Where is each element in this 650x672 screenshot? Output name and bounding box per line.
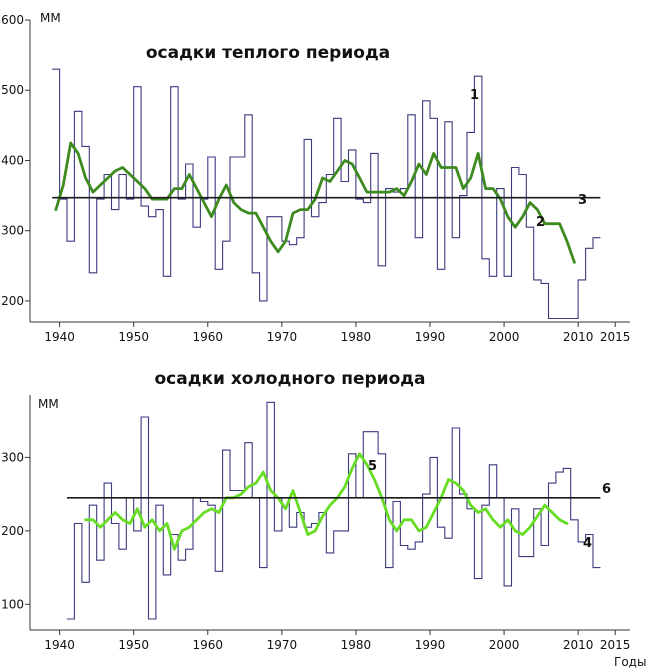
series-1-line — [52, 68, 601, 320]
y-tick-label: 100 — [1, 597, 24, 611]
x-tick-label: 2000 — [489, 638, 520, 652]
cold-period-panel: ММ осадки холодного периода Годы 100 200 3… — [1, 369, 646, 669]
cold-chart-title: осадки холодного периода — [155, 369, 426, 389]
series-4-line — [67, 401, 601, 620]
warm-x-ticks: 1940 1950 1960 1970 1980 1990 2000 2010 2015 — [44, 322, 630, 344]
warm-y-unit-label: ММ — [40, 11, 61, 25]
series-label-1: 1 — [470, 88, 479, 103]
x-tick-label: 1990 — [415, 330, 446, 344]
x-tick-label: 1960 — [193, 330, 224, 344]
series-label-5: 5 — [368, 459, 377, 474]
x-tick-label: 1980 — [341, 330, 372, 344]
cold-y-ticks: 100 200 300 — [1, 450, 30, 611]
series-label-2: 2 — [536, 215, 545, 230]
x-tick-label: 1940 — [44, 638, 75, 652]
y-tick-label: 500 — [1, 83, 24, 97]
warm-series-labels: 1 2 3 — [470, 88, 587, 230]
x-tick-label: 2015 — [600, 638, 631, 652]
y-tick-label: 600 — [1, 13, 24, 27]
x-tick-label: 2010 — [563, 330, 594, 344]
y-tick-label: 300 — [1, 450, 24, 464]
y-tick-label: 200 — [1, 524, 24, 538]
x-tick-label: 2010 — [563, 638, 594, 652]
cold-series-layer — [67, 401, 601, 620]
cold-x-axis-label: Годы — [614, 655, 646, 669]
series-label-4: 4 — [583, 536, 592, 551]
y-tick-label: 300 — [1, 224, 24, 238]
series-label-3: 3 — [578, 193, 587, 208]
cold-series-labels: 4 5 6 — [368, 459, 611, 551]
cold-x-ticks: 1940 1950 1960 1970 1980 1990 2000 2010 2015 — [44, 630, 630, 652]
warm-period-panel: ММ осадки теплого периода 200 300 400 500 60… — [1, 11, 630, 344]
cold-y-unit-label: ММ — [38, 397, 59, 411]
y-tick-label: 200 — [1, 294, 24, 308]
y-tick-label: 400 — [1, 153, 24, 167]
x-tick-label: 2015 — [600, 330, 631, 344]
warm-chart-title: осадки теплого периода — [146, 43, 390, 63]
x-tick-label: 1950 — [118, 638, 149, 652]
series-label-6: 6 — [602, 482, 611, 497]
x-tick-label: 1970 — [267, 638, 298, 652]
x-tick-label: 1970 — [267, 330, 298, 344]
x-tick-label: 1950 — [118, 330, 149, 344]
warm-series-layer — [52, 68, 601, 320]
warm-y-ticks: 200 300 400 500 600 — [1, 13, 30, 308]
x-tick-label: 2000 — [489, 330, 520, 344]
series-5-line — [84, 452, 569, 551]
series-2-line — [54, 141, 576, 264]
x-tick-label: 1990 — [415, 638, 446, 652]
x-tick-label: 1940 — [44, 330, 75, 344]
x-tick-label: 1980 — [341, 638, 372, 652]
x-tick-label: 1960 — [193, 638, 224, 652]
